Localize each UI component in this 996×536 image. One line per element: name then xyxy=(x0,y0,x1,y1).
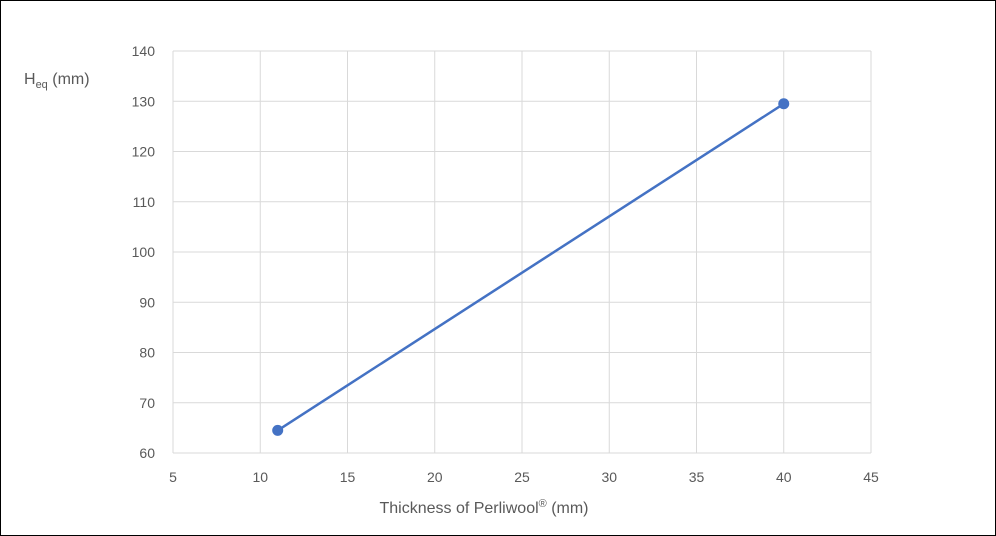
x-tick-label: 25 xyxy=(514,469,530,485)
y-tick-label: 110 xyxy=(133,194,156,210)
x-tick-label: 5 xyxy=(169,469,177,485)
x-tick-label: 20 xyxy=(427,469,443,485)
y-tick-labels: 60 70 80 90 100 110 120 130 140 xyxy=(132,43,156,461)
y-axis-title-unit: (mm) xyxy=(47,71,90,88)
series xyxy=(272,98,790,436)
y-tick-label: 90 xyxy=(139,294,155,310)
data-point xyxy=(272,424,284,436)
x-tick-label: 10 xyxy=(252,469,268,485)
y-axis-title: Heq (mm) xyxy=(24,71,90,91)
y-tick-label: 140 xyxy=(132,43,156,59)
x-tick-label: 40 xyxy=(776,469,792,485)
data-point xyxy=(778,98,790,110)
series-line xyxy=(277,102,785,432)
y-tick-label: 60 xyxy=(139,445,155,461)
y-tick-label: 120 xyxy=(132,144,156,160)
grid xyxy=(172,50,872,454)
x-tick-label: 30 xyxy=(601,469,617,485)
x-tick-label: 15 xyxy=(340,469,356,485)
y-tick-label: 80 xyxy=(139,345,155,361)
x-axis-title: Thickness of Perliwool® (mm) xyxy=(379,498,588,517)
x-tick-label: 35 xyxy=(689,469,705,485)
y-tick-label: 130 xyxy=(132,93,156,109)
y-axis-title-sub: eq xyxy=(35,79,48,91)
y-axis-title-main: H xyxy=(24,71,36,88)
y-tick-label: 100 xyxy=(132,244,156,260)
x-tick-labels: 5 10 15 20 25 30 35 40 45 xyxy=(169,469,879,485)
x-tick-label: 45 xyxy=(863,469,879,485)
y-tick-label: 70 xyxy=(139,395,155,411)
